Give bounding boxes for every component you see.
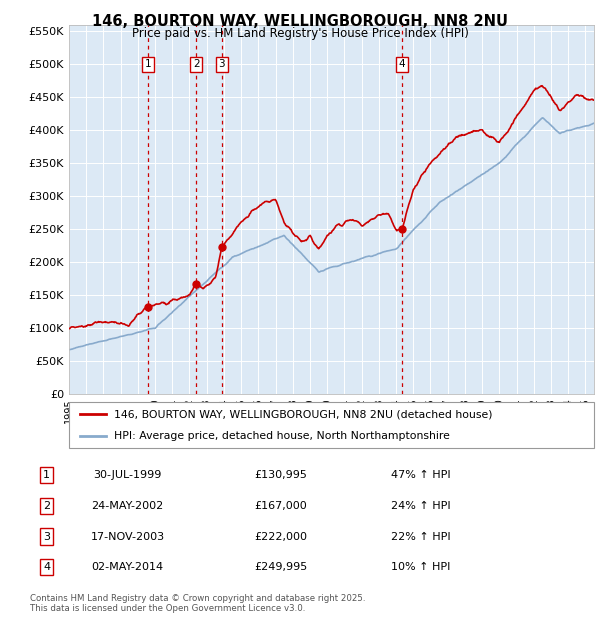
Text: 146, BOURTON WAY, WELLINGBOROUGH, NN8 2NU: 146, BOURTON WAY, WELLINGBOROUGH, NN8 2N… [92, 14, 508, 29]
Text: £130,995: £130,995 [254, 470, 308, 480]
Text: 4: 4 [398, 60, 405, 69]
Text: 10% ↑ HPI: 10% ↑ HPI [391, 562, 450, 572]
Text: Price paid vs. HM Land Registry's House Price Index (HPI): Price paid vs. HM Land Registry's House … [131, 27, 469, 40]
Text: 2: 2 [43, 501, 50, 511]
Text: 1: 1 [145, 60, 151, 69]
Text: 22% ↑ HPI: 22% ↑ HPI [391, 531, 451, 542]
Text: HPI: Average price, detached house, North Northamptonshire: HPI: Average price, detached house, Nort… [113, 431, 449, 441]
Text: £249,995: £249,995 [254, 562, 308, 572]
Text: 30-JUL-1999: 30-JUL-1999 [94, 470, 162, 480]
Text: Contains HM Land Registry data © Crown copyright and database right 2025.
This d: Contains HM Land Registry data © Crown c… [30, 594, 365, 613]
Text: 3: 3 [218, 60, 225, 69]
Text: 24% ↑ HPI: 24% ↑ HPI [391, 501, 451, 511]
Text: 3: 3 [43, 531, 50, 542]
Text: 24-MAY-2002: 24-MAY-2002 [92, 501, 164, 511]
Text: £167,000: £167,000 [255, 501, 307, 511]
Text: 17-NOV-2003: 17-NOV-2003 [91, 531, 165, 542]
Text: 1: 1 [43, 470, 50, 480]
Text: 2: 2 [193, 60, 200, 69]
Text: 47% ↑ HPI: 47% ↑ HPI [391, 470, 451, 480]
Text: 02-MAY-2014: 02-MAY-2014 [92, 562, 164, 572]
Text: 146, BOURTON WAY, WELLINGBOROUGH, NN8 2NU (detached house): 146, BOURTON WAY, WELLINGBOROUGH, NN8 2N… [113, 409, 492, 419]
Text: £222,000: £222,000 [254, 531, 308, 542]
Text: 4: 4 [43, 562, 50, 572]
